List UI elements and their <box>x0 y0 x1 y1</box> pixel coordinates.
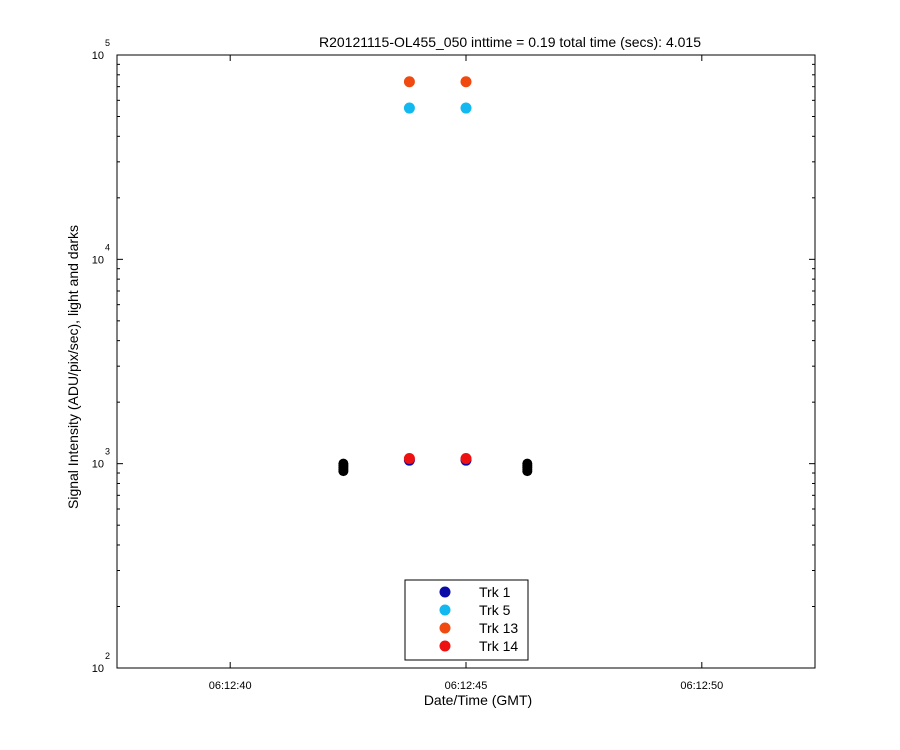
dark-point <box>338 458 349 469</box>
data-marks <box>338 76 533 477</box>
chart-title: R20121115-OL455_050 inttime = 0.19 total… <box>319 34 701 50</box>
y-tick-exponent: 3 <box>105 447 110 457</box>
y-tick-exponent: 2 <box>105 651 110 661</box>
legend-label-trk-5: Trk 5 <box>479 602 511 618</box>
y-tick-label: 10 <box>92 254 104 266</box>
y-tick-label: 10 <box>92 663 104 675</box>
point-trk-13 <box>403 76 415 88</box>
y-tick-label: 10 <box>92 459 104 471</box>
y-tick-label: 10 <box>92 50 104 62</box>
point-trk-5 <box>403 102 415 114</box>
legend-label-trk-14: Trk 14 <box>479 638 518 654</box>
legend-marker-trk-14 <box>439 640 451 652</box>
dark-point <box>522 458 533 469</box>
x-tick-label: 06:12:40 <box>209 680 252 692</box>
point-trk-14 <box>460 452 472 464</box>
legend-box <box>404 579 529 661</box>
legend-label-trk-1: Trk 1 <box>479 584 511 600</box>
x-tick-label: 06:12:50 <box>680 680 723 692</box>
plot-frame <box>116 54 816 669</box>
x-axis: 06:12:40 06:12:45 06:12:50 <box>209 55 723 692</box>
x-tick-label: 06:12:45 <box>445 680 488 692</box>
plot-area <box>116 54 816 669</box>
y-tick-exponent: 5 <box>105 38 110 48</box>
y-axis-label: Signal Intensity (ADU/pix/sec), light an… <box>65 225 81 509</box>
legend-marker-trk-13 <box>439 622 451 634</box>
point-trk-13 <box>460 76 472 88</box>
y-tick-exponent: 4 <box>105 242 110 252</box>
x-axis-label: Date/Time (GMT) <box>424 692 532 708</box>
point-trk-14 <box>403 452 415 464</box>
legend-marker-trk-1 <box>439 586 451 598</box>
point-trk-5 <box>460 102 472 114</box>
legend: Trk 1 Trk 5 Trk 13 Trk 14 <box>404 579 529 661</box>
legend-label-trk-13: Trk 13 <box>479 620 518 636</box>
legend-marker-trk-5 <box>439 604 451 616</box>
